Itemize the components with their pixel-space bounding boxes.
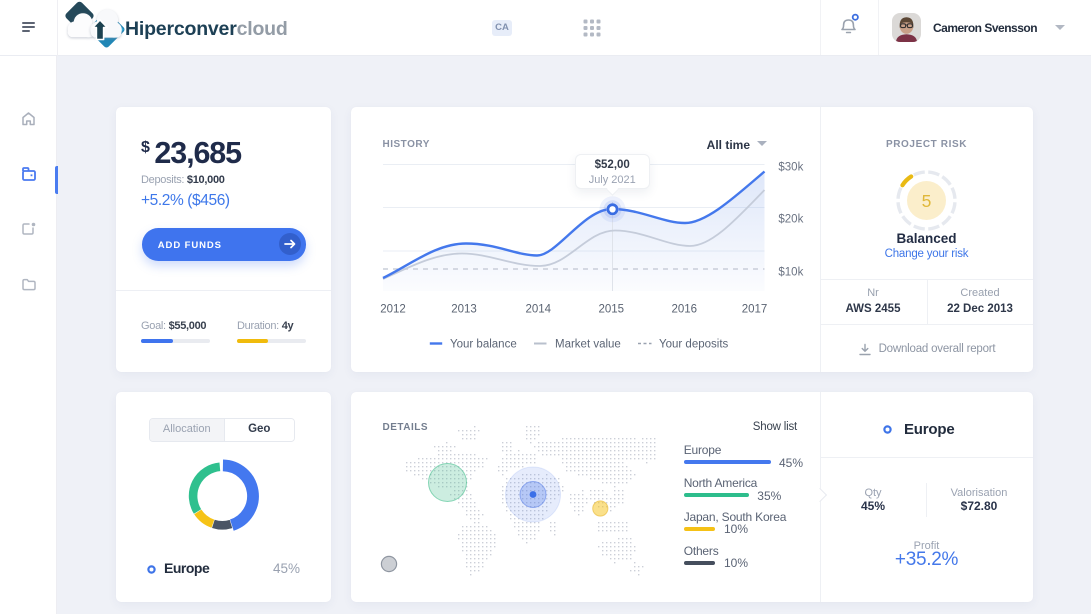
svg-text:2016: 2016: [672, 304, 698, 316]
svg-text:$10k: $10k: [778, 267, 803, 279]
svg-text:Your balance: Your balance: [450, 339, 517, 351]
svg-text:5: 5: [922, 190, 932, 210]
svg-text:2013: 2013: [451, 304, 477, 316]
svg-text:Your deposits: Your deposits: [659, 339, 729, 351]
svg-text:2012: 2012: [380, 304, 406, 316]
svg-text:2014: 2014: [526, 304, 552, 316]
svg-text:2017: 2017: [742, 304, 768, 316]
svg-text:Market value: Market value: [555, 339, 621, 351]
svg-text:2015: 2015: [599, 304, 625, 316]
svg-text:$20k: $20k: [778, 214, 803, 226]
svg-text:$30k: $30k: [778, 162, 803, 174]
